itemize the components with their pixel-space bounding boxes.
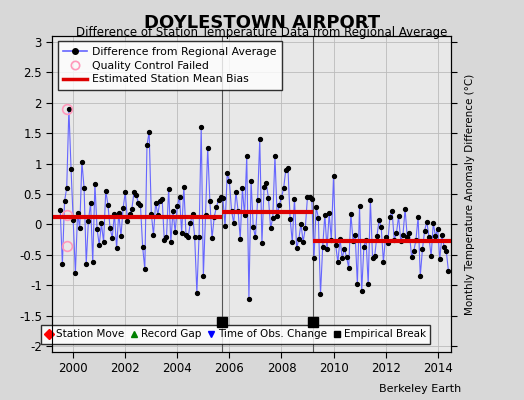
Text: Difference of Station Temperature Data from Regional Average: Difference of Station Temperature Data f… bbox=[77, 26, 447, 39]
Y-axis label: Monthly Temperature Anomaly Difference (°C): Monthly Temperature Anomaly Difference (… bbox=[465, 73, 475, 315]
Legend: Station Move, Record Gap, Time of Obs. Change, Empirical Break: Station Move, Record Gap, Time of Obs. C… bbox=[41, 325, 430, 344]
Text: DOYLESTOWN AIRPORT: DOYLESTOWN AIRPORT bbox=[144, 14, 380, 32]
Text: Berkeley Earth: Berkeley Earth bbox=[379, 384, 461, 394]
